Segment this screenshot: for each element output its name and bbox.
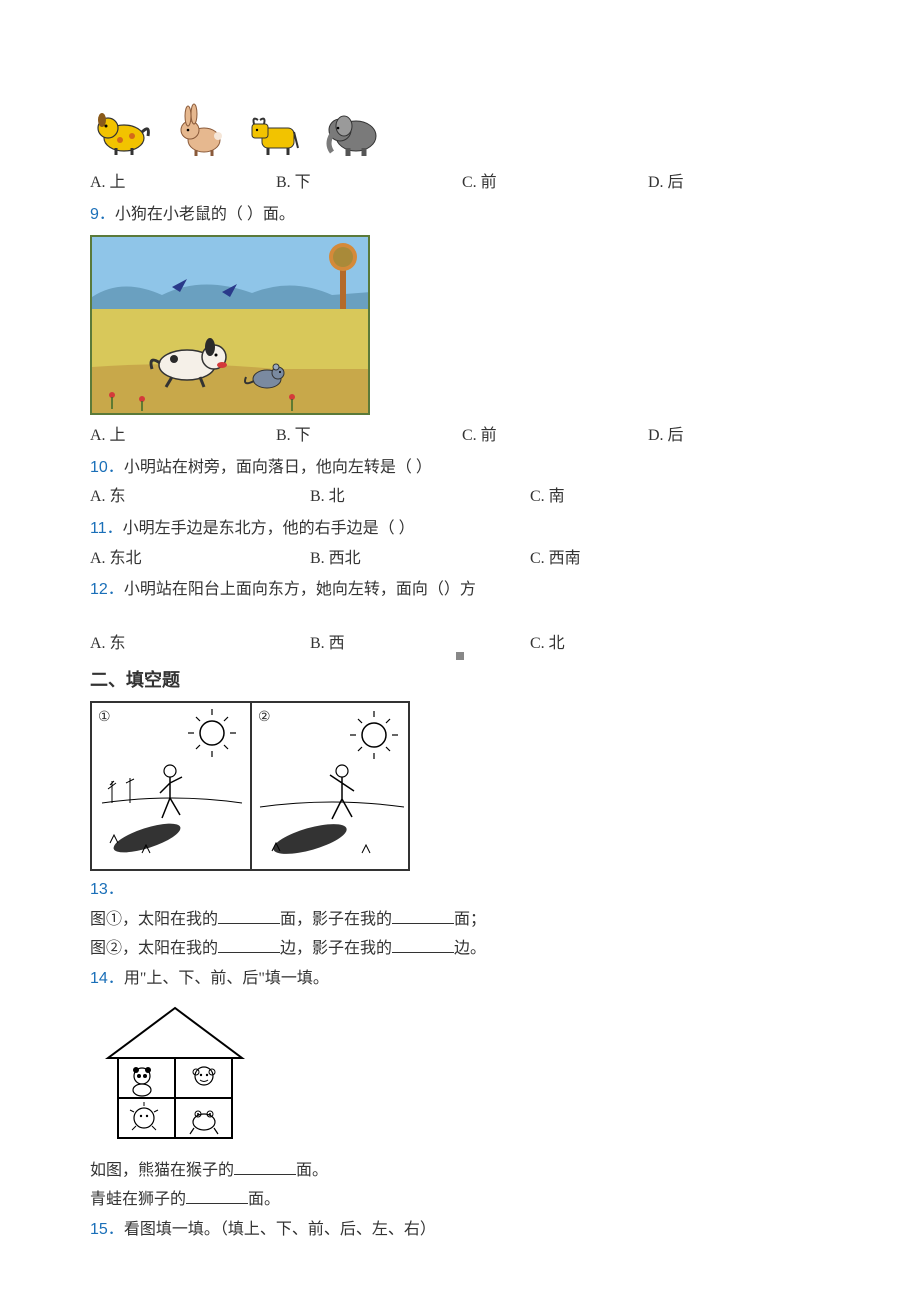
q14-line2: 青蛙在狮子的 面。 (90, 1187, 830, 1213)
q13-panel-1: ① (92, 703, 252, 869)
q13-blank1[interactable] (218, 908, 280, 924)
q8-opt-a: A. 上 (90, 170, 276, 196)
q13-panel-2: ② (252, 703, 410, 869)
animal-rabbit (166, 100, 234, 160)
q13-blank2[interactable] (392, 908, 454, 924)
q8-opt-d: D. 后 (648, 170, 808, 196)
q9-options: A. 上 B. 下 C. 前 D. 后 (90, 423, 830, 449)
q14-num: 14． (90, 970, 124, 987)
q10-text: 小明站在树旁，面向落日，他向左转是（ ） (124, 459, 432, 476)
q12-line: 12．小明站在阳台上面向东方，她向左转，面向（）方 (90, 577, 830, 603)
q13-blank3[interactable] (218, 937, 280, 953)
q13-line2: 图②，太阳在我的 边，影子在我的 边。 (90, 936, 830, 962)
q9-opt-b: B. 下 (276, 423, 462, 449)
q13-line1: 图①，太阳在我的 面，影子在我的 面； (90, 907, 830, 933)
q9-num: 9． (90, 206, 115, 223)
q13-panel2-num: ② (258, 707, 271, 729)
q11-opt-b: B. 西北 (310, 546, 530, 572)
q9-scene-figure (90, 235, 370, 415)
section2-title: 二、填空题 (90, 666, 830, 695)
q13-panel1-num: ① (98, 707, 111, 729)
q9-line: 9．小狗在小老鼠的（ ）面。 (90, 202, 830, 228)
q13-blank4[interactable] (392, 937, 454, 953)
q8-opt-b: B. 下 (276, 170, 462, 196)
q14-l2b: 面。 (248, 1191, 280, 1208)
q12-num: 12． (90, 581, 124, 598)
q13-l2b: 边，影子在我的 (280, 940, 392, 957)
q12-opt-b: B. 西 (310, 631, 530, 657)
q10-options: A. 东 B. 北 C. 南 (90, 484, 830, 510)
page-center-marker (456, 652, 464, 660)
q8-animals-figure (90, 100, 830, 160)
q13-l1c: 面； (454, 911, 486, 928)
q14-l2a: 青蛙在狮子的 (90, 1191, 186, 1208)
q12-opt-a: A. 东 (90, 631, 310, 657)
q10-opt-c: C. 南 (530, 484, 750, 510)
q11-opt-c: C. 西南 (530, 546, 750, 572)
q14-line1: 如图，熊猫在猴子的 面。 (90, 1158, 830, 1184)
q12-text: 小明站在阳台上面向东方，她向左转，面向（）方 (124, 581, 476, 598)
q9-opt-c: C. 前 (462, 423, 648, 449)
q14-blank1[interactable] (234, 1159, 296, 1175)
q11-num: 11． (90, 520, 123, 537)
q10-num: 10． (90, 459, 124, 476)
q9-text: 小狗在小老鼠的（ ）面。 (115, 206, 295, 223)
q13-block: ① ② (90, 701, 830, 962)
q13-figure: ① ② (90, 701, 410, 871)
q11-opt-a: A. 东北 (90, 546, 310, 572)
q8-options: A. 上 B. 下 C. 前 D. 后 (90, 170, 830, 196)
q15-text: 看图填一填。（填上、下、前、后、左、右） (124, 1221, 436, 1238)
q14-l1b: 面。 (296, 1162, 328, 1179)
animal-cow (242, 100, 310, 160)
q8-opt-c: C. 前 (462, 170, 648, 196)
spacer (90, 607, 830, 627)
q10-opt-a: A. 东 (90, 484, 310, 510)
q13-num: 13． (90, 881, 124, 898)
q15-line: 15．看图填一填。（填上、下、前、后、左、右） (90, 1217, 830, 1243)
q13-num-line: 13． (90, 877, 830, 903)
animal-elephant (318, 100, 386, 160)
q11-line: 11．小明左手边是东北方，他的右手边是（ ） (90, 516, 830, 542)
q14-l1a: 如图，熊猫在猴子的 (90, 1162, 234, 1179)
q10-opt-b: B. 北 (310, 484, 530, 510)
q13-l1b: 面，影子在我的 (280, 911, 392, 928)
q15-num: 15． (90, 1221, 124, 1238)
animal-dog (90, 100, 158, 160)
q13-l2a: 图②，太阳在我的 (90, 940, 218, 957)
q9-opt-a: A. 上 (90, 423, 276, 449)
q13-l1a: 图①，太阳在我的 (90, 911, 218, 928)
q11-text: 小明左手边是东北方，他的右手边是（ ） (123, 520, 415, 537)
q11-options: A. 东北 B. 西北 C. 西南 (90, 546, 830, 572)
q14-line: 14．用"上、下、前、后"填一填。 (90, 966, 830, 992)
q9-opt-d: D. 后 (648, 423, 808, 449)
q12-opt-c: C. 北 (530, 631, 750, 657)
q14-text: 用"上、下、前、后"填一填。 (124, 970, 329, 987)
q14-blank2[interactable] (186, 1188, 248, 1204)
q10-line: 10．小明站在树旁，面向落日，他向左转是（ ） (90, 455, 830, 481)
q13-l2c: 边。 (454, 940, 486, 957)
q14-figure (90, 1000, 260, 1150)
